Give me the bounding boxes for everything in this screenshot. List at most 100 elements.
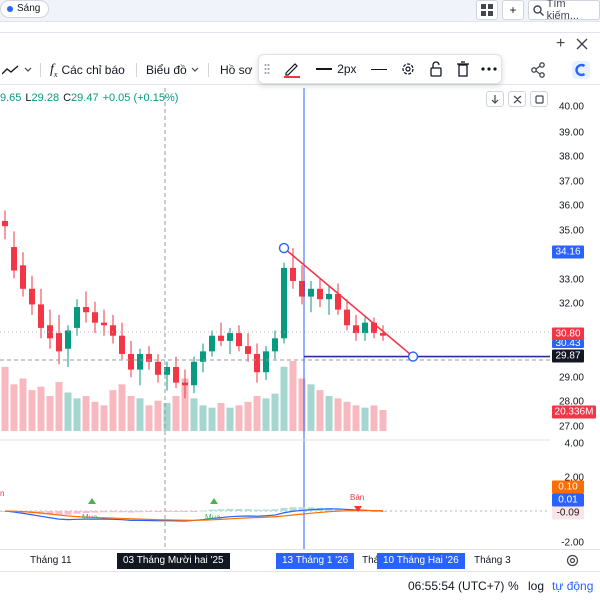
candle-body <box>38 304 44 328</box>
legend-change: +0.05 (+0.15%) <box>102 92 179 104</box>
line-style-button[interactable] <box>364 54 394 84</box>
status-bar: 06:55:54 (UTC+7) % log tự động <box>0 571 600 600</box>
volume-bars <box>1 361 387 431</box>
macd-histogram-bar <box>91 511 99 513</box>
volume-bar <box>172 396 180 431</box>
candle-body <box>11 247 17 271</box>
chart-type-button[interactable]: Biểu đồ <box>146 61 199 79</box>
volume-bar <box>64 392 72 431</box>
macd-histogram-bar <box>82 511 90 513</box>
top-bar: Sáng + Tìm kiếm... <box>0 0 600 22</box>
volume-bar <box>73 398 81 431</box>
layout-grid-button[interactable] <box>476 0 498 20</box>
buy-signal-label-2: Mua <box>205 513 221 522</box>
volume-bar <box>334 398 342 431</box>
candle-body <box>218 335 224 341</box>
trendline-anchor-end[interactable] <box>407 351 419 362</box>
lock-button[interactable] <box>422 54 450 84</box>
time-label: Tháng 3 <box>474 555 511 566</box>
delete-button[interactable] <box>449 54 477 84</box>
volume-bar <box>271 393 279 431</box>
theme-chip[interactable]: Sáng <box>0 0 50 18</box>
volume-bar <box>163 403 171 431</box>
osc-tag-signal: 0.10 <box>552 480 584 494</box>
profile-button[interactable]: Hồ sơ <box>220 61 253 79</box>
volume-bar <box>361 407 369 431</box>
settings-button[interactable] <box>394 54 422 84</box>
volume-bar <box>262 398 270 431</box>
macd-histogram-bar <box>118 511 126 513</box>
buy-signal-icon <box>88 498 96 504</box>
brand-logo-icon <box>572 61 590 79</box>
high-price-tag: 34.16 <box>552 245 584 259</box>
more-button[interactable] <box>477 54 501 84</box>
trendline-anchor-start[interactable] <box>278 242 290 254</box>
signal-line <box>4 509 384 521</box>
macd-histogram-bar <box>199 510 207 512</box>
trendline-drawing[interactable] <box>283 247 414 358</box>
price-axis[interactable]: 40.00 39.00 38.00 37.00 36.00 35.00 33.0… <box>550 88 600 550</box>
macd-histogram-bar <box>226 508 234 511</box>
macd-histogram-bar <box>334 508 342 511</box>
share-button[interactable] <box>530 61 546 79</box>
macd-histogram-bar <box>379 511 387 512</box>
indicators-button[interactable]: fx Các chỉ báo <box>50 61 125 79</box>
candle-body <box>353 325 359 334</box>
candle-body <box>137 353 143 370</box>
search-input[interactable]: Tìm kiếm... <box>528 0 600 22</box>
gear-icon <box>402 63 414 75</box>
candle-body <box>263 351 269 373</box>
volume-bar <box>37 386 45 431</box>
candle-body <box>146 353 152 362</box>
new-tab-icon[interactable]: + <box>556 35 566 52</box>
volume-bar <box>145 405 153 431</box>
volume-bar <box>118 384 126 431</box>
maximize-pane-button[interactable] <box>530 91 548 107</box>
time-settings-icon[interactable] <box>566 554 579 567</box>
macd-histogram-bar <box>73 511 81 514</box>
candle-body <box>362 322 368 334</box>
price-chart[interactable]: Mua Mua Bán n <box>0 88 550 550</box>
volume-bar <box>235 405 243 431</box>
sell-signal-icon <box>354 506 362 512</box>
price-tick: 35.00 <box>558 225 584 237</box>
macd-histogram-bar <box>127 511 135 513</box>
candle-body <box>101 322 107 326</box>
volume-bar <box>226 407 234 431</box>
macd-histogram-bar <box>262 509 270 511</box>
add-button[interactable]: + <box>502 0 524 20</box>
macd-histogram-bar <box>253 509 261 511</box>
search-placeholder: Tìm kiếm... <box>546 0 579 22</box>
volume-bar <box>307 384 315 431</box>
log-toggle[interactable]: log <box>528 579 545 593</box>
volume-bar <box>154 400 162 431</box>
line-chart-icon <box>2 65 19 75</box>
time-axis[interactable]: Tháng 11 03 Tháng Mười hai '25 13 Tháng … <box>0 549 600 571</box>
volume-bar <box>208 407 216 431</box>
candle-body <box>308 288 314 297</box>
tab-strip: + <box>0 32 600 54</box>
candle-body <box>92 312 98 323</box>
close-icon[interactable] <box>576 38 588 50</box>
percent-toggle[interactable]: % <box>508 579 519 593</box>
macd-histogram-bar <box>280 507 288 511</box>
logo-button[interactable] <box>572 61 590 79</box>
volume-bar <box>244 401 252 431</box>
line-width-button[interactable]: 2px <box>309 54 365 84</box>
macd-histogram-bar <box>298 507 306 511</box>
color-picker-button[interactable] <box>275 54 309 84</box>
candle-body <box>344 309 350 326</box>
drag-handle-icon[interactable] <box>259 54 275 84</box>
macd-histogram-bar <box>370 511 378 512</box>
chevron-down-icon <box>191 67 199 72</box>
ohlc-legend: 9.65 L29.28 C29.47 +0.05 (+0.15%) <box>0 92 182 104</box>
fx-icon: fx <box>50 61 58 79</box>
price-tick: 27.00 <box>558 421 584 433</box>
auto-scale-toggle[interactable]: tự động <box>552 579 594 593</box>
collapse-button[interactable] <box>508 91 526 107</box>
scroll-down-button[interactable] <box>486 91 504 107</box>
legend-low-value: 29.28 <box>31 92 60 104</box>
interval-button[interactable] <box>2 61 32 79</box>
candle-body <box>290 267 296 281</box>
macd-histogram-bar <box>109 511 117 513</box>
